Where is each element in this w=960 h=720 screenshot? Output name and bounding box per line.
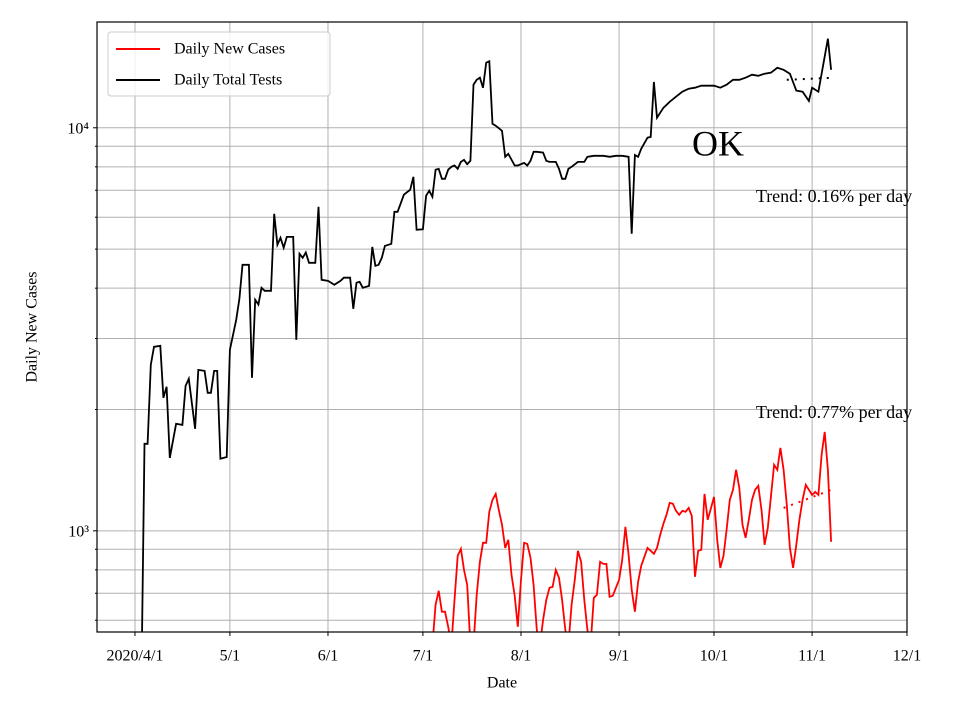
x-tick-label: 9/1 bbox=[609, 648, 629, 665]
legend-label: Daily Total Tests bbox=[174, 72, 282, 89]
series-line bbox=[432, 431, 832, 632]
annotation: Trend: 0.16% per day bbox=[756, 186, 912, 206]
y-axis-label: Daily New Cases bbox=[24, 271, 41, 382]
x-tick-label: 11/1 bbox=[798, 648, 826, 665]
legend-box bbox=[107, 31, 331, 97]
annotation: OK bbox=[692, 123, 744, 163]
plot-frame bbox=[96, 21, 908, 633]
plot-lines bbox=[141, 38, 835, 632]
x-tick-label: 5/1 bbox=[220, 648, 240, 665]
x-tick-label: 10/1 bbox=[700, 648, 728, 665]
legend-label: Daily New Cases bbox=[174, 41, 285, 58]
grid bbox=[97, 22, 908, 632]
y-tick-label: 10⁴ bbox=[67, 120, 89, 137]
series-line bbox=[141, 38, 832, 632]
y-tick-label: 10³ bbox=[68, 523, 89, 540]
annotation: Trend: 0.77% per day bbox=[756, 402, 912, 422]
x-tick-label: 8/1 bbox=[511, 648, 531, 665]
trend-line bbox=[786, 76, 835, 81]
x-tick-label: 7/1 bbox=[413, 648, 433, 665]
trend-line bbox=[783, 487, 835, 509]
x-tick-label: 12/1 bbox=[893, 648, 921, 665]
x-axis-label: Date bbox=[487, 675, 517, 692]
x-tick-label: 2020/4/1 bbox=[107, 648, 164, 665]
x-tick-label: 6/1 bbox=[318, 648, 338, 665]
legend: Daily New Cases Daily Total Tests bbox=[107, 31, 331, 97]
